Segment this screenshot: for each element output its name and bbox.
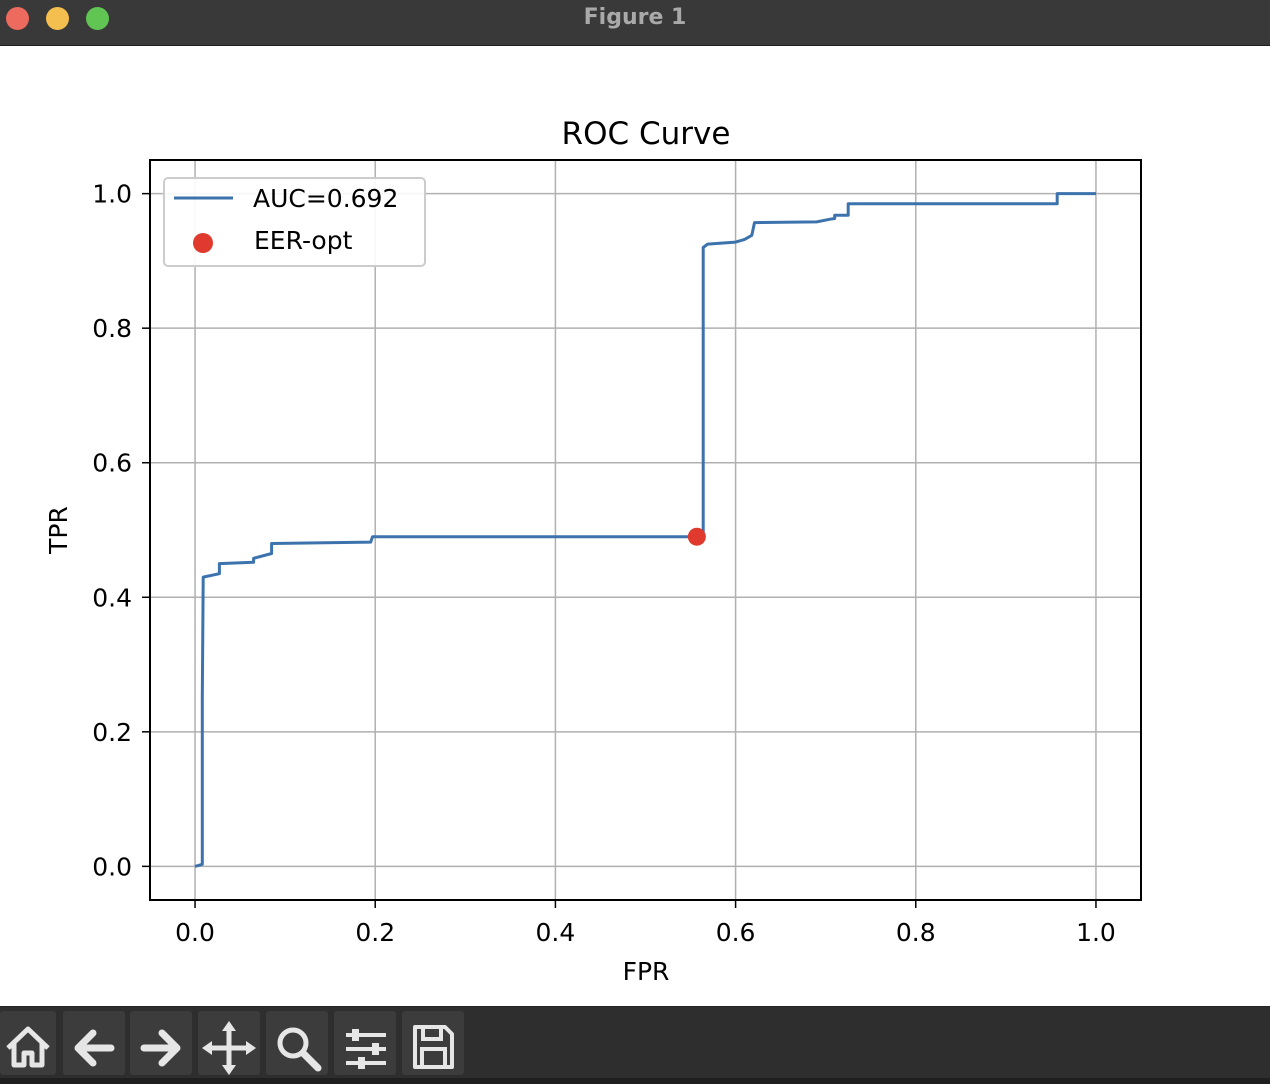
y-tick-label: 1.0 [92,180,132,209]
chart-title: ROC Curve [562,116,731,152]
eer-opt-point [687,527,706,546]
forward-icon [140,1029,181,1067]
x-tick-label: 0.4 [536,918,576,947]
y-tick-label: 0.8 [92,314,132,343]
y-axis-label: TPR [44,506,73,555]
y-tick-label: 0.2 [92,718,132,747]
home-button[interactable] [0,1011,56,1075]
ticks: 0.0 0.2 0.4 0.6 0.8 1.0 0.0 0.2 0.4 0.6 0.8 1.0 [92,180,1116,947]
back-icon [74,1029,115,1067]
legend-box [163,177,426,267]
axes-frame [149,159,1142,901]
navigation-toolbar [0,1006,1270,1079]
grid [150,160,1141,900]
y-tick-label: 0.0 [92,852,132,881]
x-axis-label: FPR [623,957,670,986]
background-window-strip [0,1078,1270,1084]
figure-canvas[interactable]: ROC Curve 0.0 0.2 0.4 0.6 0.8 1.0 0.0 0.2 0.4 0.6… [0,46,1270,1006]
configure-subplots-icon [346,1029,386,1069]
roc-chart: ROC Curve 0.0 0.2 0.4 0.6 0.8 1.0 0.0 0.2 0.4 0.6… [44,116,1142,986]
pan-icon [202,1021,256,1075]
legend-point-swatch [193,233,213,253]
y-tick-label: 0.4 [92,583,132,612]
window-titlebar: Figure 1 [0,0,1270,46]
minimize-window-button[interactable] [46,7,69,30]
x-tick-label: 0.6 [716,918,756,947]
maximize-window-button[interactable] [86,7,109,30]
pan-button[interactable] [198,1011,260,1075]
zoom-button[interactable] [266,1011,328,1075]
roc-curve-line [194,192,1096,868]
x-tick-label: 0.2 [355,918,395,947]
legend-line-label: AUC=0.692 [253,184,398,213]
configure-subplots-button[interactable] [334,1011,396,1075]
save-icon [413,1025,454,1069]
series-layer [194,192,1096,868]
x-tick-label: 0.0 [175,918,215,947]
x-tick-label: 0.8 [896,918,936,947]
save-button[interactable] [402,1011,464,1075]
x-tick-label: 1.0 [1076,918,1116,947]
home-icon [6,1026,50,1068]
legend-point-label: EER-opt [254,226,353,255]
close-window-button[interactable] [6,7,29,30]
window-title: Figure 1 [583,5,687,30]
legend: AUC=0.692 EER-opt [163,177,426,267]
zoom-icon [277,1027,322,1072]
back-button[interactable] [63,1011,125,1075]
y-tick-label: 0.6 [92,449,132,478]
forward-button[interactable] [130,1011,192,1075]
